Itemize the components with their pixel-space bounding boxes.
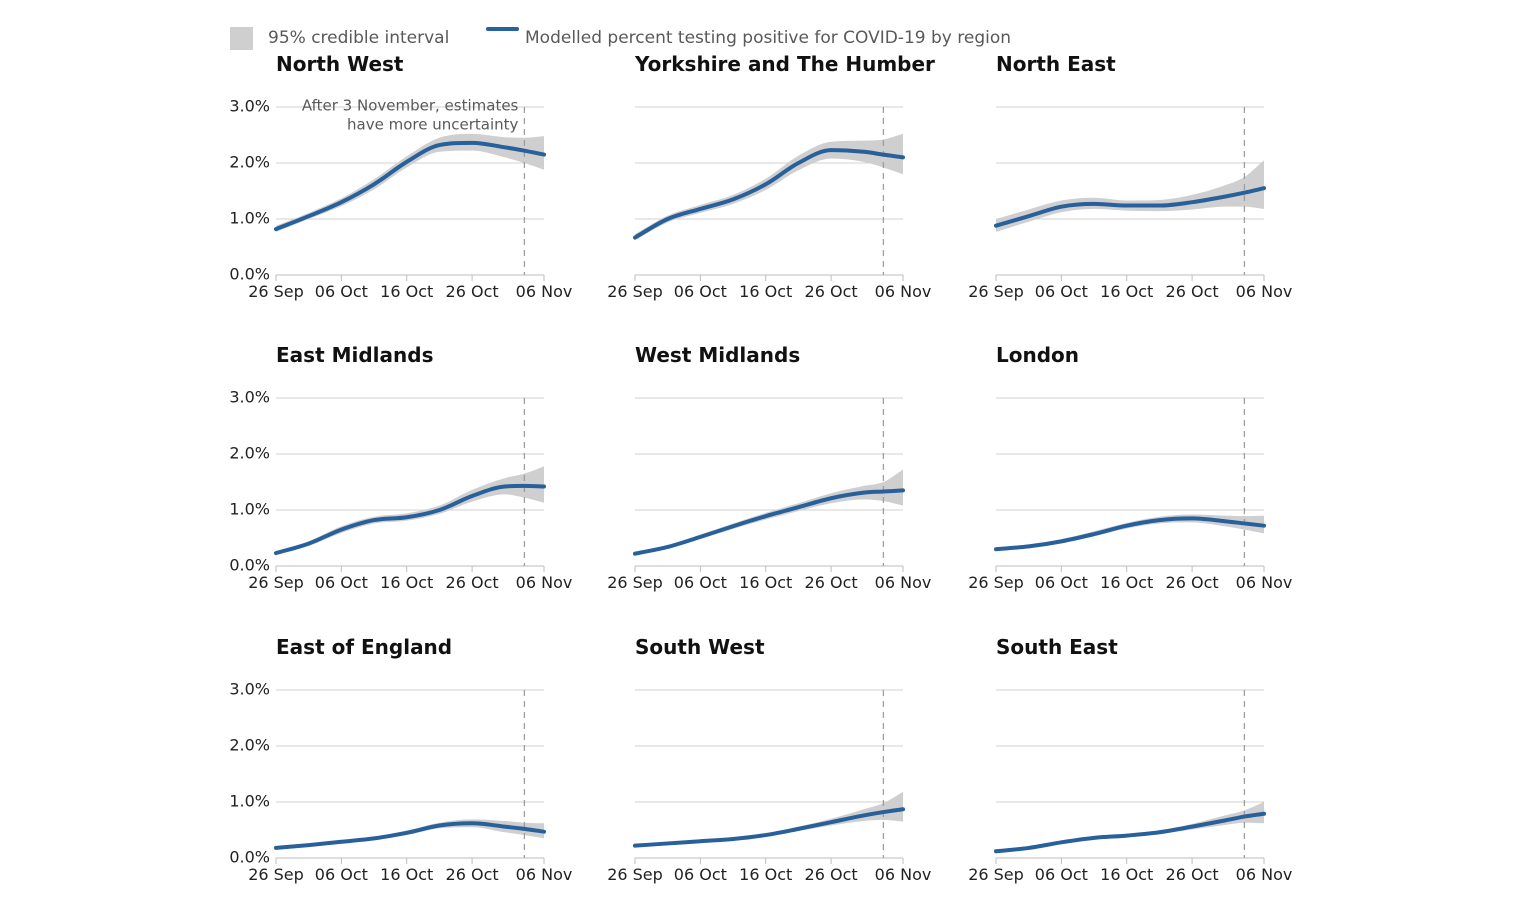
x-tick-label: 06 Nov [516, 573, 573, 592]
x-tick-label: 26 Oct [805, 282, 858, 301]
y-tick-label: 2.0% [229, 736, 270, 755]
x-tick-label: 26 Oct [1166, 573, 1219, 592]
x-tick-label: 26 Sep [248, 573, 304, 592]
y-tick-label: 2.0% [229, 444, 270, 463]
y-tick-label: 3.0% [229, 97, 270, 116]
x-tick-label: 26 Sep [968, 865, 1024, 884]
x-tick-label: 26 Sep [607, 573, 663, 592]
x-tick-label: 26 Oct [805, 573, 858, 592]
x-tick-label: 06 Nov [875, 865, 932, 884]
panel-south-east: South East 26 Sep 06 Oct 16 Oct 26 Oct 06 Nov [968, 635, 1292, 884]
panel-title: London [996, 343, 1079, 367]
x-tick-label: 26 Oct [446, 865, 499, 884]
modelled-percent-line [994, 811, 1266, 854]
y-tick-label: 3.0% [229, 388, 270, 407]
panel-title: South West [635, 635, 765, 659]
x-tick-label: 26 Sep [607, 282, 663, 301]
panel-london: London 26 Sep 06 Oct 16 Oct 26 Oct 06 Nov [968, 343, 1292, 592]
x-tick-label: 06 Oct [315, 573, 368, 592]
x-tick-label: 16 Oct [380, 282, 433, 301]
x-tick-label: 06 Nov [1236, 573, 1293, 592]
modelled-percent-line [994, 516, 1266, 552]
credible-interval-band [996, 160, 1264, 232]
credible-interval-band [276, 133, 544, 232]
x-tick-label: 26 Oct [1166, 865, 1219, 884]
panel-north-west: North West 0.0% 1.0% 2.0% 3.0% 26 Sep 06 Oct 16… [229, 52, 572, 301]
panel-title: South East [996, 635, 1118, 659]
x-tick-label: 06 Oct [1035, 573, 1088, 592]
x-tick-label: 06 Oct [1035, 865, 1088, 884]
x-tick-label: 06 Nov [516, 282, 573, 301]
legend-band-label: 95% credible interval [268, 28, 449, 48]
panels: North West 0.0% 1.0% 2.0% 3.0% 26 Sep 06 Oct 16… [229, 52, 1292, 884]
x-tick-label: 16 Oct [1100, 573, 1153, 592]
modelled-percent-line [994, 186, 1266, 228]
x-tick-label: 26 Sep [248, 865, 304, 884]
x-tick-label: 26 Oct [446, 573, 499, 592]
x-tick-label: 26 Oct [1166, 282, 1219, 301]
y-tick-label: 3.0% [229, 680, 270, 699]
panel-title: Yorkshire and The Humber [634, 52, 935, 76]
x-tick-label: 16 Oct [739, 865, 792, 884]
panel-title: North East [996, 52, 1116, 76]
credible-interval-band [635, 469, 903, 556]
modelled-percent-line [274, 140, 546, 232]
panel-east-of-england: East of England 0.0% 1.0% 2.0% 3.0% 26 Sep 06 … [229, 635, 572, 884]
legend-line-label: Modelled percent testing positive for CO… [525, 28, 1011, 48]
panel-title: East Midlands [276, 343, 433, 367]
y-tick-label: 1.0% [229, 500, 270, 519]
y-tick-label: 1.0% [229, 209, 270, 228]
panel-title: North West [276, 52, 404, 76]
x-tick-label: 06 Oct [315, 282, 368, 301]
x-tick-label: 06 Nov [875, 282, 932, 301]
x-tick-label: 06 Oct [674, 282, 727, 301]
x-tick-label: 16 Oct [1100, 865, 1153, 884]
cutoff-annotation: have more uncertainty [347, 116, 518, 134]
x-tick-label: 06 Nov [1236, 865, 1293, 884]
panel-title: East of England [276, 635, 452, 659]
x-tick-label: 16 Oct [739, 282, 792, 301]
x-tick-label: 06 Oct [1035, 282, 1088, 301]
panel-south-west: South West 26 Sep 06 Oct 16 Oct 26 Oct 06 Nov [607, 635, 931, 884]
x-tick-label: 06 Nov [516, 865, 573, 884]
x-tick-label: 16 Oct [739, 573, 792, 592]
x-tick-label: 06 Nov [1236, 282, 1293, 301]
modelled-percent-line [274, 821, 546, 850]
x-tick-label: 26 Sep [968, 573, 1024, 592]
y-tick-label: 0.0% [229, 848, 270, 867]
x-tick-label: 16 Oct [380, 573, 433, 592]
x-tick-label: 26 Sep [248, 282, 304, 301]
y-tick-label: 0.0% [229, 265, 270, 284]
panel-yorkshire-and-the-humber: Yorkshire and The Humber 26 Sep 06 Oct 16 O… [607, 52, 935, 301]
y-tick-label: 0.0% [229, 556, 270, 575]
cutoff-annotation: After 3 November, estimates [302, 97, 519, 115]
x-tick-label: 26 Oct [446, 282, 499, 301]
panel-title: West Midlands [635, 343, 800, 367]
modelled-percent-line [633, 148, 905, 240]
modelled-percent-line [274, 483, 546, 556]
x-tick-label: 16 Oct [1100, 282, 1153, 301]
modelled-percent-line [633, 807, 905, 848]
credible-interval-band [635, 133, 903, 241]
credible-interval-band [635, 791, 903, 847]
x-tick-label: 26 Oct [805, 865, 858, 884]
y-tick-label: 1.0% [229, 792, 270, 811]
x-tick-label: 16 Oct [380, 865, 433, 884]
legend: 95% credible interval Modelled percent t… [230, 27, 1011, 50]
x-tick-label: 26 Sep [607, 865, 663, 884]
panel-north-east: North East 26 Sep 06 Oct 16 Oct 26 Oct 06 Nov [968, 52, 1292, 301]
legend-band-swatch [230, 27, 253, 50]
x-tick-label: 06 Oct [315, 865, 368, 884]
y-tick-label: 2.0% [229, 153, 270, 172]
credible-interval-band [276, 466, 544, 555]
x-tick-label: 06 Nov [875, 573, 932, 592]
x-tick-label: 06 Oct [674, 865, 727, 884]
x-tick-label: 26 Sep [968, 282, 1024, 301]
panel-east-midlands: East Midlands 0.0% 1.0% 2.0% 3.0% 26 Sep 06 Oc… [229, 343, 572, 592]
panel-west-midlands: West Midlands 26 Sep 06 Oct 16 Oct 26 Oct 06 … [607, 343, 931, 592]
x-tick-label: 06 Oct [674, 573, 727, 592]
modelled-percent-line [633, 488, 905, 556]
